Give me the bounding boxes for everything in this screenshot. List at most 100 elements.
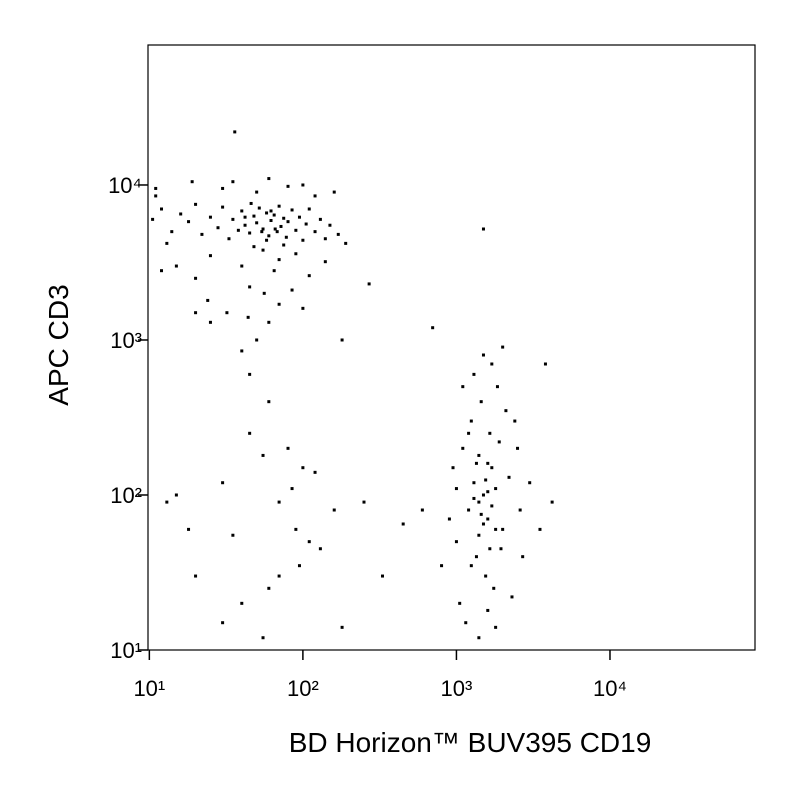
dot [208,215,212,219]
dot [461,385,465,389]
dot [458,601,462,605]
dot [174,264,178,268]
dot [252,214,256,218]
dot [179,212,183,216]
dot [507,475,511,479]
dot [272,269,276,273]
y-tick-label: 10¹ [110,638,142,663]
dot [501,527,505,531]
dot [344,241,348,245]
dot [267,400,271,404]
dot [301,466,305,470]
dot [381,574,385,578]
dot [261,227,265,231]
dot [265,238,269,242]
dot [248,372,252,376]
dot [550,500,554,504]
dot [543,362,547,366]
dot [194,574,198,578]
dot [477,500,481,504]
dot [160,207,164,211]
dot [286,220,290,224]
dot [227,237,231,241]
dot [301,306,305,310]
dot [206,298,210,302]
dot [477,453,481,457]
dot [294,252,298,256]
dot [273,227,277,231]
dot [221,205,225,209]
dot [187,527,191,531]
dot [474,461,478,465]
dot [231,533,235,537]
dot [255,338,259,342]
dot [267,234,271,238]
dot [154,186,158,190]
plot-frame [147,44,756,651]
dot [486,490,490,494]
dot [469,419,473,423]
dot [461,446,465,450]
dot [267,177,271,181]
dot [490,466,494,470]
dot [504,409,508,413]
dot [277,258,281,262]
dot [269,209,273,213]
dot [255,190,259,194]
dot [307,274,311,278]
dot [472,481,476,485]
dot [301,238,305,242]
dot [249,201,253,205]
dot [494,487,498,491]
dot [221,621,225,625]
y-axis-title: APC CD3 [43,284,74,405]
dot [277,302,281,306]
dot [252,245,256,249]
dot [240,209,244,213]
dot [328,223,332,227]
dot [221,186,225,190]
dot [248,431,252,435]
dot [261,453,265,457]
dot [297,564,301,568]
dot [277,574,281,578]
dot [467,508,471,512]
dot [488,547,492,551]
y-tick-label: 10² [110,483,142,508]
dot [521,555,525,559]
dot [313,230,317,234]
dot [454,487,458,491]
dot [464,621,468,625]
dot [528,481,532,485]
dot [501,345,505,349]
dot [440,564,444,568]
dot [240,264,244,268]
dot [174,493,178,497]
dot [431,326,435,330]
dot [474,555,478,559]
dot [479,512,483,516]
dot [160,269,164,273]
dot [187,220,191,224]
dot [495,385,499,389]
dot [401,522,405,526]
dot [248,285,252,289]
dot [231,180,235,184]
dot [240,349,244,353]
dot [290,208,294,212]
dot [469,564,473,568]
dot [481,493,485,497]
dot [231,217,235,221]
dot [477,636,481,640]
dot [494,625,498,629]
dot [216,226,220,230]
dot [318,217,322,221]
dot [290,487,294,491]
dot [284,235,288,239]
dot [194,202,198,206]
dot [318,547,322,551]
dot [269,219,273,223]
dot [323,237,327,241]
dot [200,232,204,236]
